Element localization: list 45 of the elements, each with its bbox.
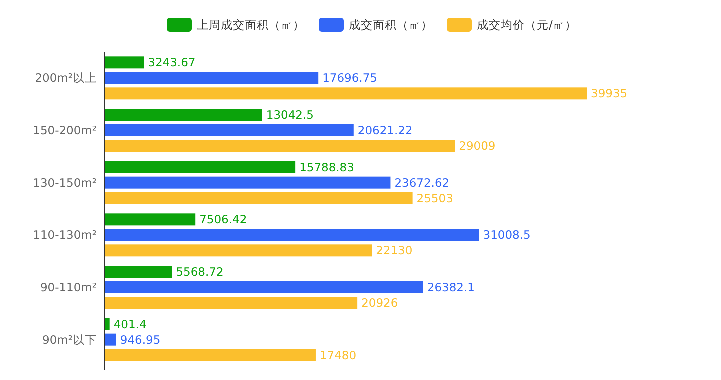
data-label: 31008.5 [483, 228, 531, 242]
data-label: 7506.42 [200, 212, 248, 227]
y-tick-label: 130-150m² [33, 176, 97, 190]
data-label: 20621.22 [358, 124, 413, 138]
data-label: 13042.5 [266, 108, 314, 122]
data-label: 25503 [416, 191, 454, 206]
bar [105, 176, 391, 189]
bar [105, 229, 480, 242]
data-label: 39935 [591, 86, 628, 101]
data-label: 15788.83 [300, 160, 354, 174]
legend-label: 成交均价（元/㎡） [477, 18, 577, 32]
data-label: 3243.67 [148, 56, 196, 70]
data-label: 22130 [376, 244, 413, 258]
y-tick-label: 110-130m² [33, 228, 97, 242]
data-label: 946.95 [120, 332, 161, 347]
y-tick-label: 200m²以上 [35, 71, 97, 86]
legend-label: 成交面积（㎡） [349, 18, 433, 32]
bar [105, 318, 110, 330]
bar [105, 297, 358, 309]
y-tick-label: 90m²以下 [42, 332, 97, 347]
bar [105, 161, 296, 174]
y-tick-label: 150-200m² [33, 124, 97, 138]
data-label: 5568.72 [176, 265, 224, 279]
bar [105, 244, 372, 257]
bar [105, 109, 262, 121]
bar [105, 266, 172, 278]
data-label: 29009 [459, 139, 496, 153]
bar [105, 124, 354, 136]
data-label: 401.4 [114, 317, 147, 332]
bar [105, 214, 196, 226]
y-tick-label: 90-110m² [40, 280, 97, 294]
data-label: 26382.1 [427, 280, 475, 294]
data-label: 17696.75 [322, 71, 378, 86]
data-label: 23672.62 [394, 176, 450, 190]
bar [105, 88, 587, 100]
bar [105, 349, 316, 362]
data-label: 17480 [320, 348, 357, 362]
bar [105, 282, 424, 294]
bar [105, 140, 456, 152]
data-label: 20926 [362, 296, 398, 310]
legend-label: 上周成交面积（㎡） [197, 18, 305, 32]
bar [105, 72, 319, 84]
bar [105, 192, 413, 204]
bar [105, 334, 116, 346]
bar [105, 56, 144, 69]
